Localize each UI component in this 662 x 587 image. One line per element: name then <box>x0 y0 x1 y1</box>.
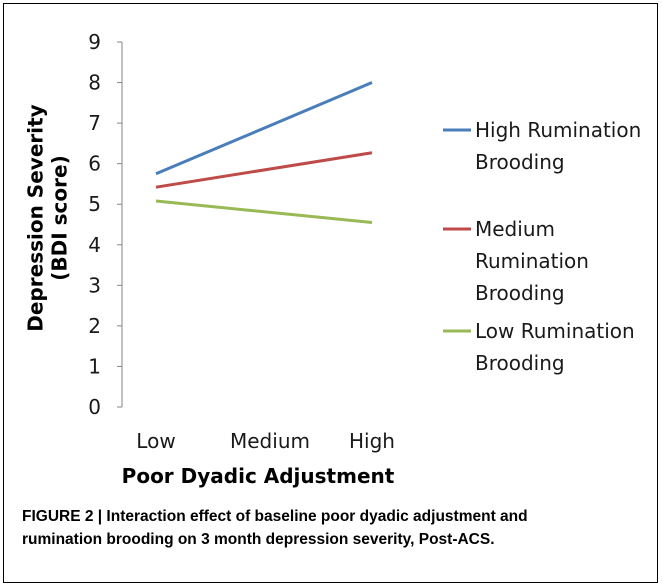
legend-label: Low Rumination <box>475 319 635 343</box>
y-tick-label: 4 <box>88 233 101 257</box>
y-tick-label: 0 <box>88 395 101 419</box>
series-line <box>155 81 373 176</box>
x-tick-label: High <box>349 429 395 453</box>
y-axis-title-line: (BDI score) <box>48 155 72 280</box>
legend-label: Brooding <box>475 351 565 375</box>
y-tick-label: 8 <box>88 71 101 95</box>
series-line <box>155 151 373 189</box>
legend-label: Medium <box>475 217 555 241</box>
y-tick-label: 7 <box>88 111 101 135</box>
caption-line-2: rumination brooding on 3 month depressio… <box>22 531 495 548</box>
legend-label: Brooding <box>475 281 565 305</box>
x-tick-label: Medium <box>230 429 310 453</box>
y-tick-label: 6 <box>88 152 101 176</box>
legend-label: Brooding <box>475 150 565 174</box>
y-tick-label: 1 <box>88 354 101 378</box>
y-axis-title-line: Depression Severity <box>24 104 48 331</box>
series-line <box>155 199 373 224</box>
y-tick-label: 5 <box>88 192 101 216</box>
legend-label: Rumination <box>475 249 589 273</box>
y-tick-label: 3 <box>88 273 101 297</box>
legend-label: High Rumination <box>475 118 641 142</box>
caption-line-1: FIGURE 2 | Interaction effect of baselin… <box>22 508 528 525</box>
x-tick-label: Low <box>136 429 175 453</box>
figure-frame <box>3 3 658 583</box>
x-axis-title: Poor Dyadic Adjustment <box>122 464 395 488</box>
y-tick-label: 2 <box>88 314 101 338</box>
y-tick-label: 9 <box>88 30 101 54</box>
figure-caption: FIGURE 2 | Interaction effect of baselin… <box>22 505 642 551</box>
